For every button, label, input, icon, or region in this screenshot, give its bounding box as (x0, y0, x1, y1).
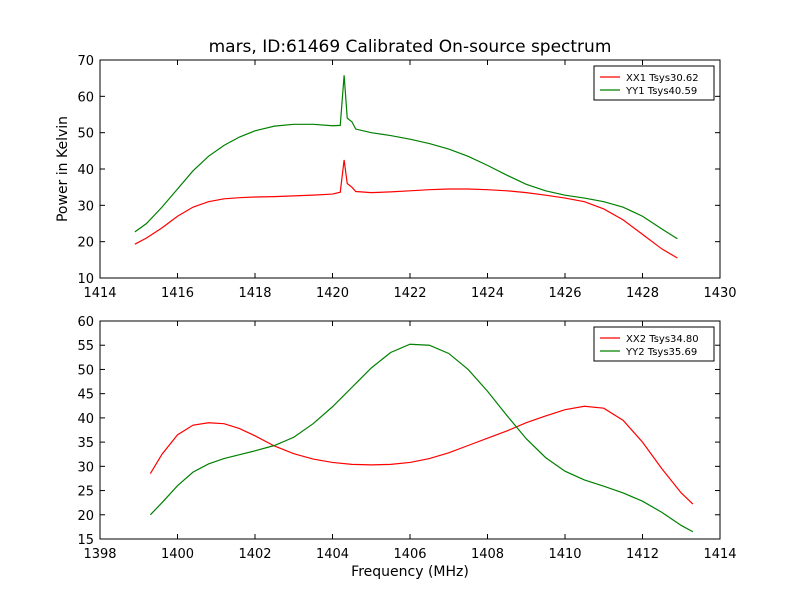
legend-box (593, 326, 715, 362)
y-tick-label: 40 (77, 412, 94, 427)
legend-entry: YY2 Tsys35.69 (625, 347, 697, 358)
y-tick-label: 45 (77, 388, 94, 403)
x-tick-label: 1422 (393, 286, 426, 301)
y-tick-label: 20 (77, 236, 94, 251)
y-tick-label: 30 (77, 199, 94, 214)
x-tick-label: 1430 (703, 286, 736, 301)
y-tick-label: 15 (77, 533, 94, 548)
x-tick-label: 1418 (238, 286, 271, 301)
series-line-2-1 (149, 405, 694, 505)
y-tick-label: 20 (77, 509, 94, 524)
legend-entry: XX2 Tsys34.80 (626, 334, 699, 345)
chart-title: mars, ID:61469 Calibrated On-source spec… (209, 37, 612, 57)
x-tick-label: 1412 (626, 547, 659, 562)
x-tick-label: 1410 (548, 547, 581, 562)
y-axis-label-top: Power in Kelvin (55, 116, 71, 222)
y-tick-label: 60 (77, 315, 94, 330)
x-tick-label: 1408 (471, 547, 504, 562)
y-tick-label: 50 (77, 363, 94, 378)
top-panel: 1414 1416 1418 1420 1422 1424 1426 1428 1430 10 20… (77, 54, 736, 301)
legend: XX2 Tsys34.80 YY2 Tsys35.69 (593, 326, 715, 362)
x-axis-label-bottom: Frequency (MHz) (351, 564, 469, 580)
legend-entry: XX1 Tsys30.62 (626, 73, 699, 84)
x-tick-label: 1416 (161, 286, 194, 301)
series-line-1-1 (134, 159, 678, 259)
x-tick-label: 1400 (161, 547, 194, 562)
legend-box (593, 65, 715, 101)
bottom-panel: 1398 1400 1402 1404 1406 1408 1410 1412 1414 15 20… (77, 315, 736, 562)
x-tick-label: 1426 (548, 286, 581, 301)
series-line-2-2 (149, 343, 694, 533)
y-tick-label: 30 (77, 460, 94, 475)
y-tick-label: 10 (77, 272, 94, 287)
y-tick-label: 50 (77, 127, 94, 142)
x-tick-label: 1406 (393, 547, 426, 562)
y-tick-label: 25 (77, 485, 94, 500)
x-tick-label: 1414 (83, 286, 116, 301)
y-tick-label: 60 (77, 90, 94, 105)
x-tick-label: 1398 (83, 547, 116, 562)
x-tick-label: 1428 (626, 286, 659, 301)
series-line-1-2 (134, 75, 678, 240)
x-tick-label: 1404 (316, 547, 349, 562)
x-tick-label: 1402 (238, 547, 271, 562)
legend: XX1 Tsys30.62 YY1 Tsys40.59 (593, 65, 715, 101)
x-tick-label: 1424 (471, 286, 504, 301)
x-tick-label: 1420 (316, 286, 349, 301)
y-tick-label: 70 (77, 54, 94, 69)
x-tick-label: 1414 (703, 547, 736, 562)
y-tick-label: 35 (77, 436, 94, 451)
y-tick-label: 40 (77, 163, 94, 178)
y-tick-label: 55 (77, 339, 94, 354)
legend-entry: YY1 Tsys40.59 (625, 86, 697, 97)
